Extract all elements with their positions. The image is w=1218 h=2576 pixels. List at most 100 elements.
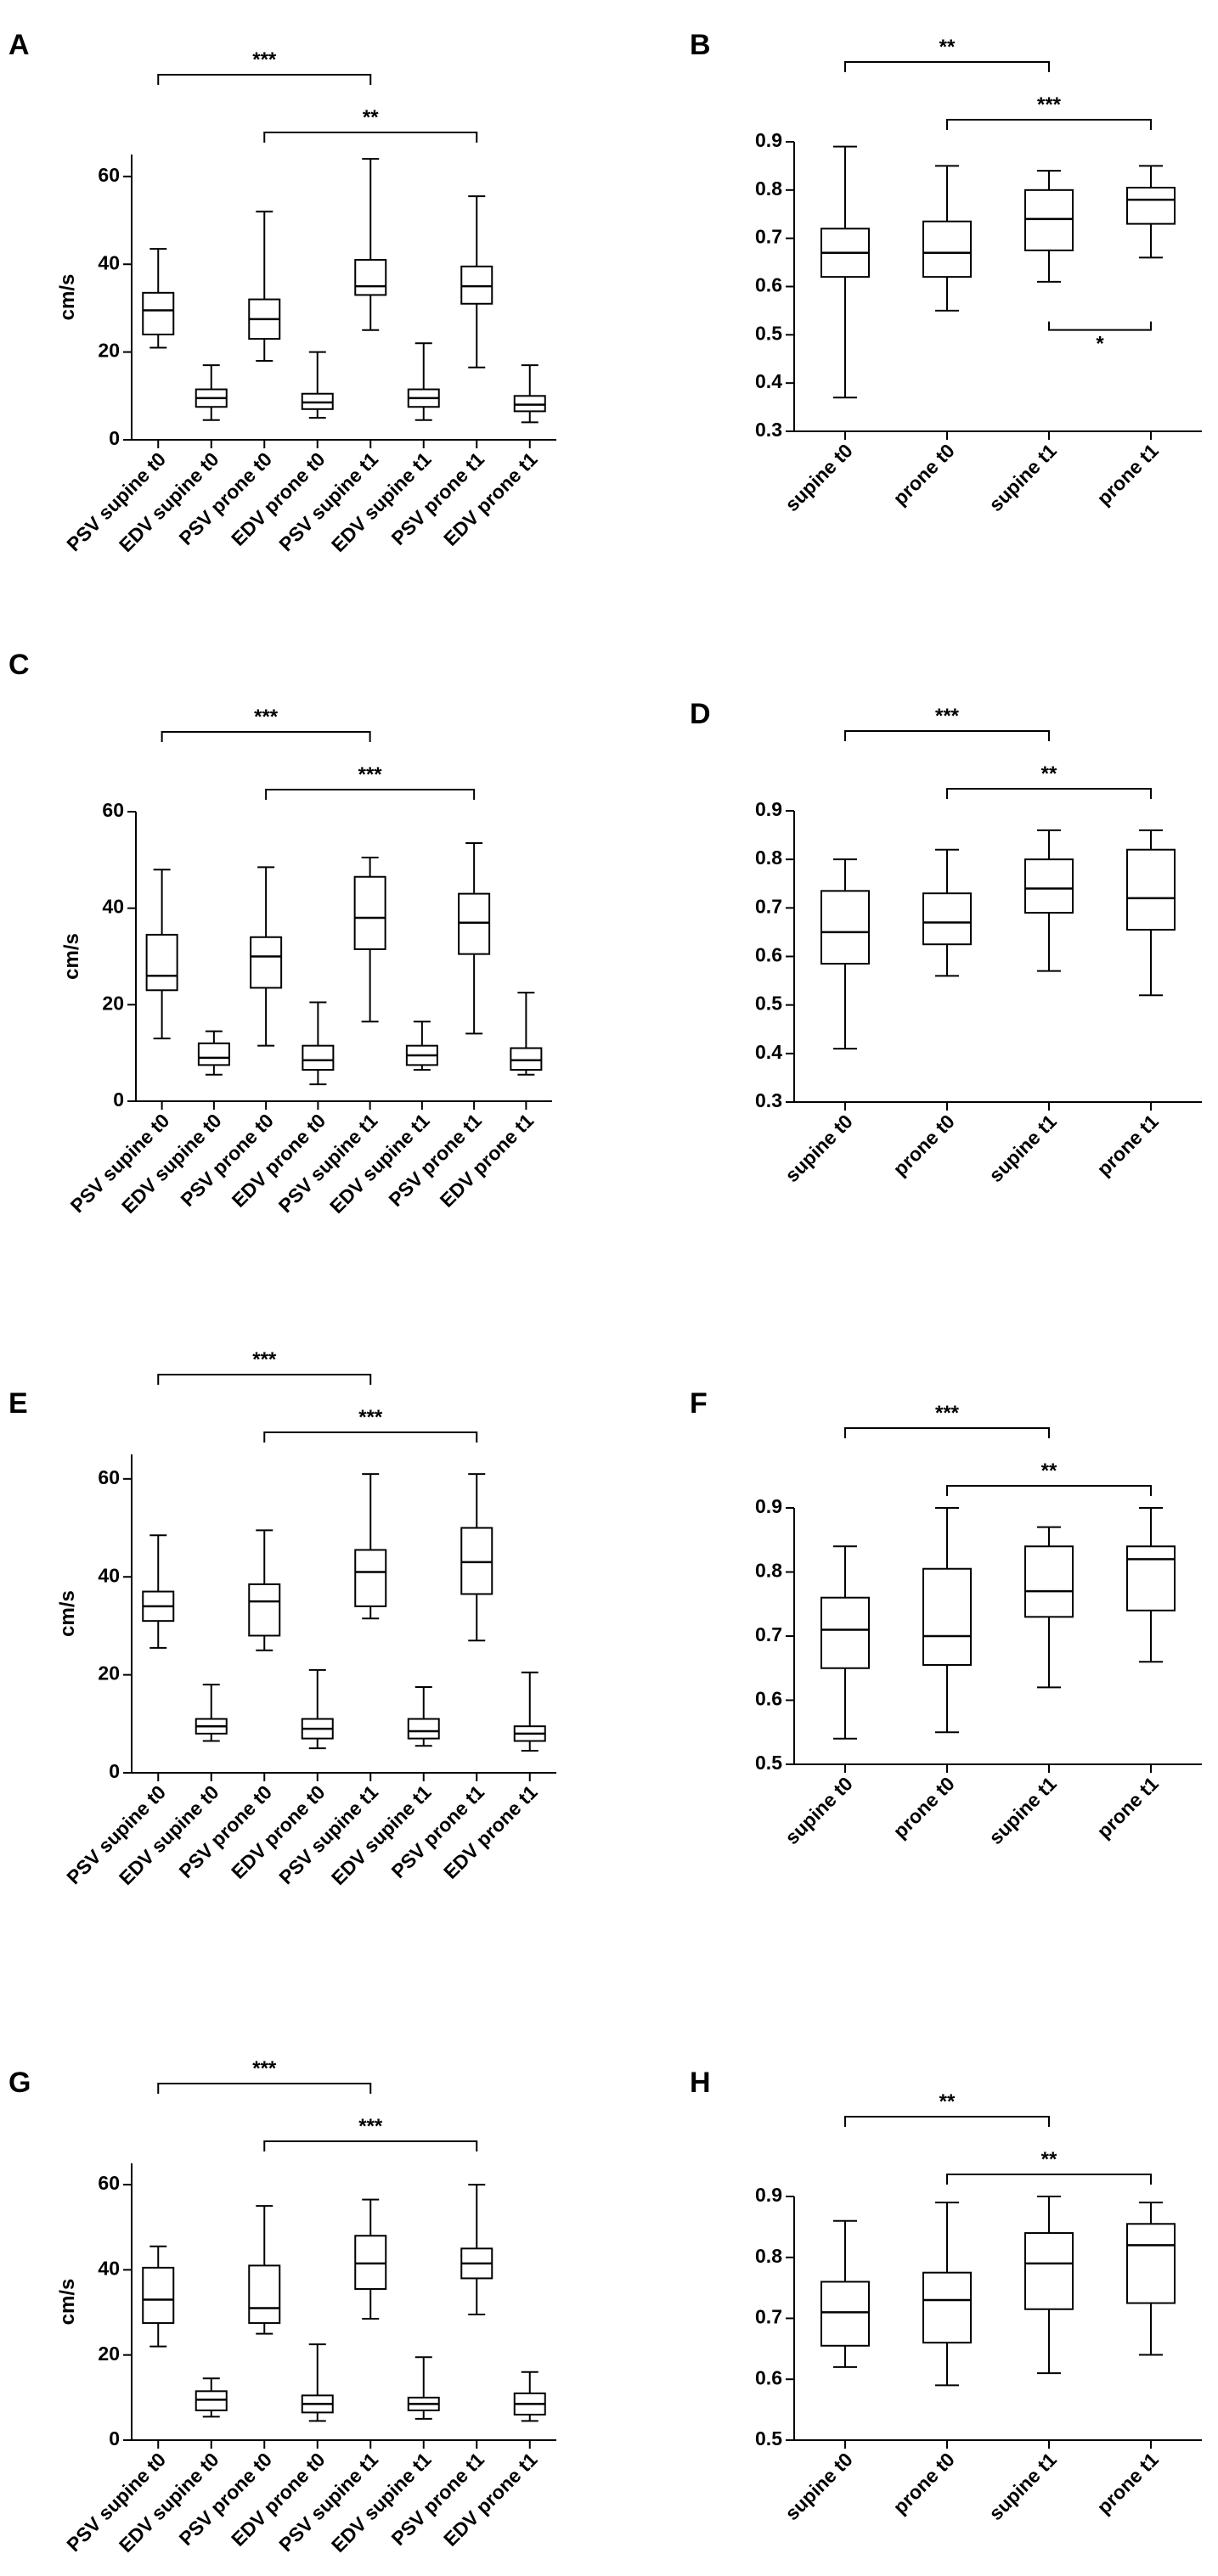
box-a-5	[407, 342, 440, 421]
box-iqr-b-2	[1024, 188, 1074, 251]
y-axis-label-e: cm/s	[56, 1590, 79, 1637]
category-label-e-6: PSV prone t1	[386, 1780, 488, 1882]
box-iqr-d-1	[922, 892, 972, 946]
sig-bracket-f-0	[844, 1427, 1050, 1438]
category-label-b-0: supine t0	[781, 439, 857, 515]
y-tick-label-g-3: 60	[98, 2172, 120, 2194]
box-c-7	[510, 992, 543, 1076]
box-a-6	[460, 195, 493, 368]
box-b-2	[1024, 170, 1074, 283]
box-iqr-a-6	[460, 265, 493, 305]
panel-label-h: H	[690, 2067, 711, 2099]
box-iqr-g-1	[195, 2390, 228, 2411]
box-e-2	[248, 1529, 281, 1651]
panel-B: B 0.3 0.4 0.5 0.6 0.7 0.8 0.9 supine t0 prone t0 s…	[690, 29, 1202, 515]
category-label-e-7: EDV prone t1	[439, 1780, 542, 1883]
panel-F: F 0.5 0.6 0.7 0.8 0.9 supine t0 prone t0 supine …	[690, 1387, 1202, 1848]
box-c-6	[458, 841, 491, 1035]
box-iqr-e-6	[460, 1527, 493, 1595]
box-e-6	[460, 1473, 493, 1642]
box-b-1	[922, 165, 972, 312]
y-tick-label-h-2: 0.7	[755, 2306, 782, 2328]
sig-bracket-b-1	[946, 119, 1152, 130]
category-label-d-3: prone t1	[1092, 1110, 1163, 1180]
box-g-1	[195, 2377, 228, 2418]
box-g-0	[142, 2245, 175, 2348]
box-g-4	[354, 2198, 387, 2320]
y-tick-label-a-2: 40	[98, 251, 120, 273]
panel-label-a: A	[8, 29, 30, 61]
box-c-5	[405, 1021, 438, 1071]
box-iqr-f-2	[1024, 1545, 1074, 1618]
y-tick-label-b-4: 0.7	[755, 226, 782, 248]
box-iqr-h-0	[820, 2281, 870, 2347]
category-label-f-2: supine t1	[984, 1772, 1061, 1848]
category-label-h-1: prone t0	[888, 2448, 959, 2518]
box-iqr-f-1	[922, 1567, 972, 1666]
sig-bracket-a-1	[263, 132, 478, 143]
box-iqr-e-4	[354, 1549, 387, 1607]
box-g-3	[301, 2343, 334, 2422]
box-iqr-c-3	[302, 1044, 335, 1071]
sig-label-e-1: ***	[358, 1406, 383, 1429]
y-tick-label-f-3: 0.8	[755, 1560, 782, 1582]
y-tick-label-c-2: 40	[102, 896, 124, 918]
y-tick-label-h-0: 0.5	[755, 2427, 782, 2449]
box-e-4	[354, 1473, 387, 1620]
box-c-1	[197, 1030, 230, 1076]
category-label-h-3: prone t1	[1092, 2448, 1163, 2518]
box-iqr-a-3	[301, 392, 334, 410]
sig-label-a-1: **	[363, 106, 379, 129]
box-iqr-e-5	[407, 1718, 440, 1740]
box-iqr-c-2	[250, 936, 283, 989]
panel-label-g: G	[8, 2067, 31, 2099]
y-tick-label-a-0: 0	[109, 427, 120, 449]
box-iqr-b-1	[922, 220, 972, 278]
box-a-3	[301, 351, 334, 419]
sig-label-h-0: **	[939, 2090, 956, 2113]
y-tick-label-d-3: 0.6	[755, 944, 782, 966]
box-iqr-f-0	[820, 1596, 870, 1669]
box-d-3	[1126, 829, 1176, 997]
box-h-1	[922, 2202, 972, 2387]
box-iqr-f-3	[1126, 1545, 1176, 1611]
sig-bracket-below-b-0	[1048, 321, 1152, 331]
y-axis-label-g: cm/s	[56, 2279, 79, 2326]
category-label-b-2: supine t1	[984, 439, 1061, 515]
y-tick-label-b-1: 0.4	[755, 370, 782, 392]
y-tick-label-c-1: 20	[102, 992, 124, 1014]
box-iqr-c-7	[510, 1047, 543, 1071]
y-tick-label-a-3: 60	[98, 164, 120, 186]
box-iqr-c-0	[145, 933, 178, 992]
sig-bracket-c-0	[161, 731, 371, 742]
box-iqr-h-1	[922, 2271, 972, 2344]
y-tick-label-c-3: 60	[102, 799, 124, 821]
y-tick-label-f-1: 0.6	[755, 1688, 782, 1710]
sig-bracket-h-1	[946, 2174, 1152, 2185]
category-label-b-1: prone t0	[888, 439, 959, 509]
sig-label-a-0: ***	[252, 48, 277, 71]
y-tick-label-g-1: 20	[98, 2343, 120, 2365]
sig-bracket-g-1	[263, 2140, 478, 2151]
box-d-1	[922, 848, 972, 977]
y-tick-label-b-6: 0.9	[755, 129, 782, 151]
panel-label-b: B	[690, 29, 711, 61]
panel-label-f: F	[690, 1387, 708, 1420]
box-iqr-g-4	[354, 2235, 387, 2290]
box-g-6	[460, 2184, 493, 2316]
box-f-0	[820, 1545, 870, 1740]
y-tick-label-e-2: 40	[98, 1564, 120, 1586]
sig-label-f-0: ***	[935, 1402, 960, 1425]
box-a-4	[354, 158, 387, 331]
sig-label-d-1: **	[1041, 762, 1057, 785]
box-e-7	[513, 1671, 546, 1752]
box-b-0	[820, 145, 870, 399]
y-tick-label-b-0: 0.3	[755, 419, 782, 441]
box-g-7	[513, 2371, 546, 2422]
box-b-3	[1126, 165, 1176, 259]
sig-bracket-e-1	[263, 1431, 478, 1443]
box-h-2	[1024, 2196, 1074, 2375]
